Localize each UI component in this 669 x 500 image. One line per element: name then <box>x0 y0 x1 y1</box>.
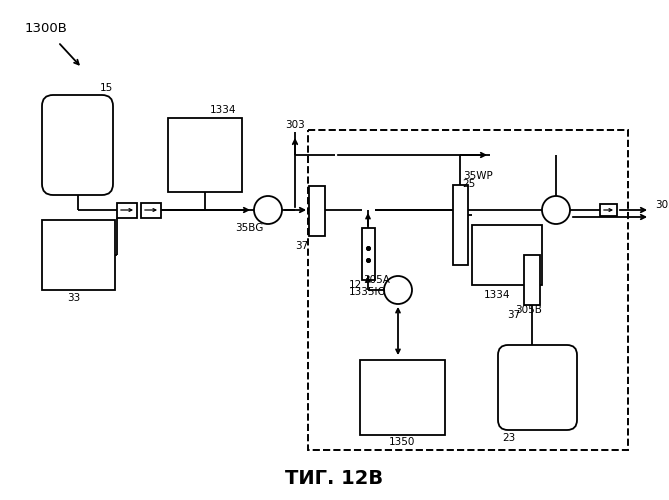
Bar <box>42 220 115 290</box>
Bar <box>168 118 242 192</box>
Text: 35BG: 35BG <box>235 223 264 233</box>
FancyBboxPatch shape <box>498 345 577 430</box>
Bar <box>309 186 325 236</box>
Text: 305B: 305B <box>515 305 542 315</box>
Bar <box>117 203 137 218</box>
Bar <box>472 225 542 285</box>
Circle shape <box>254 196 282 224</box>
Text: 1334: 1334 <box>210 105 237 115</box>
Bar <box>308 130 628 450</box>
Text: 305A: 305A <box>363 275 390 285</box>
Bar <box>600 204 617 216</box>
Text: 1334: 1334 <box>484 290 510 300</box>
Bar <box>141 203 161 218</box>
Text: ΤИГ. 12В: ΤИГ. 12В <box>285 468 383 487</box>
Bar <box>453 185 468 265</box>
Text: 37: 37 <box>295 241 308 251</box>
Text: 37: 37 <box>506 310 520 320</box>
Text: 12: 12 <box>349 280 362 290</box>
FancyBboxPatch shape <box>42 95 113 195</box>
Text: 1335IO: 1335IO <box>349 287 387 297</box>
Text: 305P: 305P <box>655 200 669 210</box>
Circle shape <box>542 196 570 224</box>
Text: 33: 33 <box>67 293 80 303</box>
Circle shape <box>384 276 412 304</box>
Bar <box>360 360 445 435</box>
Text: 35WP: 35WP <box>463 171 493 181</box>
Text: 303: 303 <box>285 120 305 130</box>
Bar <box>362 228 375 280</box>
Text: 23: 23 <box>502 433 515 443</box>
Text: 1300В: 1300В <box>25 22 68 35</box>
Text: 1350: 1350 <box>389 437 415 447</box>
Bar <box>524 255 540 305</box>
Text: 25: 25 <box>462 179 475 189</box>
Text: 15: 15 <box>100 83 113 93</box>
